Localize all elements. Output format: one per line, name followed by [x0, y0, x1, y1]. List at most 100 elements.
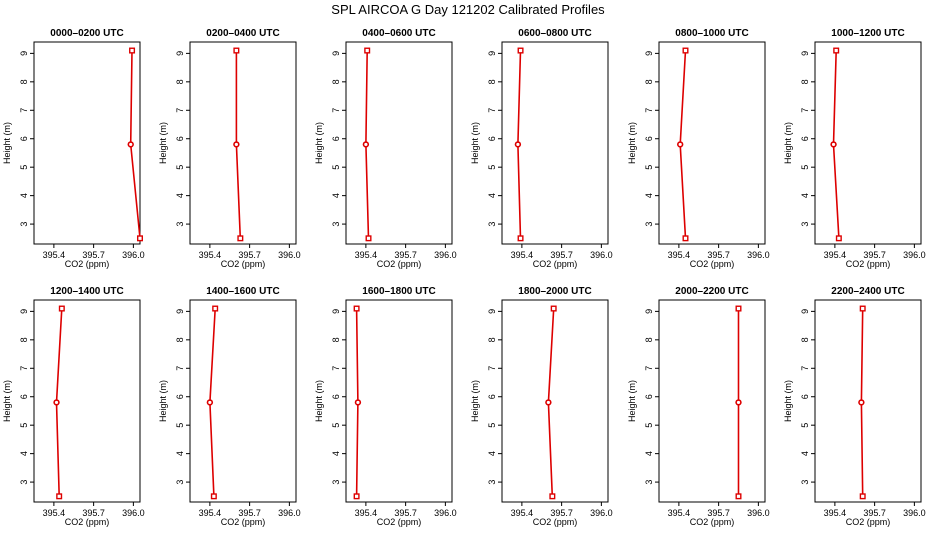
- y-tick-label: 7: [644, 108, 654, 113]
- y-tick-label: 7: [487, 366, 497, 371]
- profile-point: [212, 305, 219, 312]
- y-tick-label: 6: [331, 136, 341, 141]
- panel-title: 1400–1600 UTC: [206, 286, 279, 297]
- y-tick-label: 9: [175, 309, 185, 314]
- y-tick-label: 5: [487, 423, 497, 428]
- x-tick-label: 396.0: [278, 250, 301, 260]
- x-axis-label: CO2 (ppm): [690, 517, 735, 527]
- y-tick-label: 7: [19, 366, 29, 371]
- x-tick-label: 395.4: [511, 250, 534, 260]
- y-tick-label: 3: [644, 222, 654, 227]
- x-tick-label: 395.4: [511, 508, 534, 518]
- x-tick-label: 395.4: [199, 508, 222, 518]
- y-tick-label: 7: [175, 366, 185, 371]
- x-tick-label: 395.7: [82, 250, 105, 260]
- x-tick-label: 395.7: [238, 508, 261, 518]
- y-tick-label: 9: [487, 309, 497, 314]
- profile-point: [859, 493, 866, 500]
- y-tick-label: 4: [800, 193, 810, 198]
- x-axis-label: CO2 (ppm): [377, 259, 422, 269]
- x-tick-label: 395.7: [550, 508, 573, 518]
- y-tick-label: 6: [800, 394, 810, 399]
- y-tick-label: 9: [175, 51, 185, 56]
- profile-panel-8: 1400–1600 UTC 395.4 395.7 396.0 CO2 (ppm) 3 4 5…: [158, 286, 301, 527]
- y-axis-label: Height (m): [2, 380, 12, 422]
- panel-title: 2200–2400 UTC: [831, 286, 904, 297]
- y-tick-label: 8: [800, 337, 810, 342]
- profile-point: [58, 305, 65, 312]
- profile-point: [550, 305, 557, 312]
- y-tick-label: 5: [331, 165, 341, 170]
- profile-panel-1: 0000–0200 UTC 395.4 395.7 396.0 CO2 (ppm) 3 4 5…: [2, 28, 145, 269]
- y-tick-label: 8: [175, 79, 185, 84]
- plot-frame: [189, 299, 297, 503]
- plot-frame: [501, 41, 609, 245]
- y-tick-label: 8: [331, 337, 341, 342]
- y-tick-label: 9: [331, 51, 341, 56]
- y-tick-label: 7: [487, 108, 497, 113]
- y-tick-label: 8: [487, 337, 497, 342]
- x-tick-label: 395.7: [394, 250, 417, 260]
- y-tick-label: 4: [331, 451, 341, 456]
- x-tick-label: 395.4: [824, 250, 847, 260]
- y-tick-label: 6: [19, 136, 29, 141]
- x-axis-label: CO2 (ppm): [533, 259, 578, 269]
- x-tick-label: 396.0: [122, 508, 145, 518]
- panel-title: 0200–0400 UTC: [206, 28, 279, 39]
- x-tick-label: 396.0: [903, 508, 926, 518]
- panel-title: 1200–1400 UTC: [50, 286, 123, 297]
- profile-point: [136, 235, 143, 242]
- y-tick-label: 5: [487, 165, 497, 170]
- profile-point: [233, 141, 240, 148]
- profile-point: [517, 47, 524, 54]
- profile-point: [545, 399, 552, 406]
- y-tick-label: 3: [487, 480, 497, 485]
- panel-title: 0800–1000 UTC: [675, 28, 748, 39]
- y-axis-label: Height (m): [158, 380, 168, 422]
- plot-frame: [814, 41, 922, 245]
- panel-title: 0400–0600 UTC: [362, 28, 435, 39]
- plot-frame: [501, 299, 609, 503]
- profile-panel-7: 1200–1400 UTC 395.4 395.7 396.0 CO2 (ppm) 3 4 5…: [2, 286, 145, 527]
- y-tick-label: 9: [19, 51, 29, 56]
- profile-panel-2: 0200–0400 UTC 395.4 395.7 396.0 CO2 (ppm) 3 4 5…: [158, 28, 301, 269]
- y-tick-label: 8: [644, 337, 654, 342]
- x-tick-label: 395.7: [238, 250, 261, 260]
- y-tick-label: 4: [487, 451, 497, 456]
- profile-point: [549, 493, 556, 500]
- y-tick-label: 8: [800, 79, 810, 84]
- x-axis-label: CO2 (ppm): [65, 259, 110, 269]
- y-tick-label: 8: [487, 79, 497, 84]
- y-tick-label: 9: [800, 309, 810, 314]
- y-tick-label: 6: [800, 136, 810, 141]
- x-tick-label: 396.0: [278, 508, 301, 518]
- profile-panel-9: 1600–1800 UTC 395.4 395.7 396.0 CO2 (ppm) 3 4 5…: [314, 286, 457, 527]
- profile-panel-12: 2200–2400 UTC 395.4 395.7 396.0 CO2 (ppm) 3 4 5…: [783, 286, 926, 527]
- profile-point: [237, 235, 244, 242]
- x-axis-label: CO2 (ppm): [690, 259, 735, 269]
- y-tick-label: 5: [800, 423, 810, 428]
- profile-point: [514, 141, 522, 148]
- profile-point: [354, 399, 362, 406]
- y-tick-label: 3: [644, 480, 654, 485]
- y-tick-label: 4: [331, 193, 341, 198]
- y-tick-label: 4: [487, 193, 497, 198]
- y-tick-label: 3: [331, 480, 341, 485]
- y-tick-label: 6: [487, 136, 497, 141]
- profile-panel-3: 0400–0600 UTC 395.4 395.7 396.0 CO2 (ppm) 3 4 5…: [314, 28, 457, 269]
- x-tick-label: 395.4: [43, 250, 66, 260]
- panels-group: 0000–0200 UTC 395.4 395.7 396.0 CO2 (ppm) 3 4 5…: [2, 28, 926, 527]
- y-tick-label: 9: [487, 51, 497, 56]
- y-tick-label: 8: [331, 79, 341, 84]
- y-axis-label: Height (m): [783, 380, 793, 422]
- y-axis-label: Height (m): [314, 122, 324, 164]
- panel-title: 2000–2200 UTC: [675, 286, 748, 297]
- x-axis-label: CO2 (ppm): [846, 517, 891, 527]
- profile-point: [353, 305, 360, 312]
- x-tick-label: 395.7: [550, 250, 573, 260]
- profile-point: [517, 235, 524, 242]
- y-tick-label: 4: [800, 451, 810, 456]
- y-axis-label: Height (m): [627, 380, 637, 422]
- profile-point: [735, 305, 742, 312]
